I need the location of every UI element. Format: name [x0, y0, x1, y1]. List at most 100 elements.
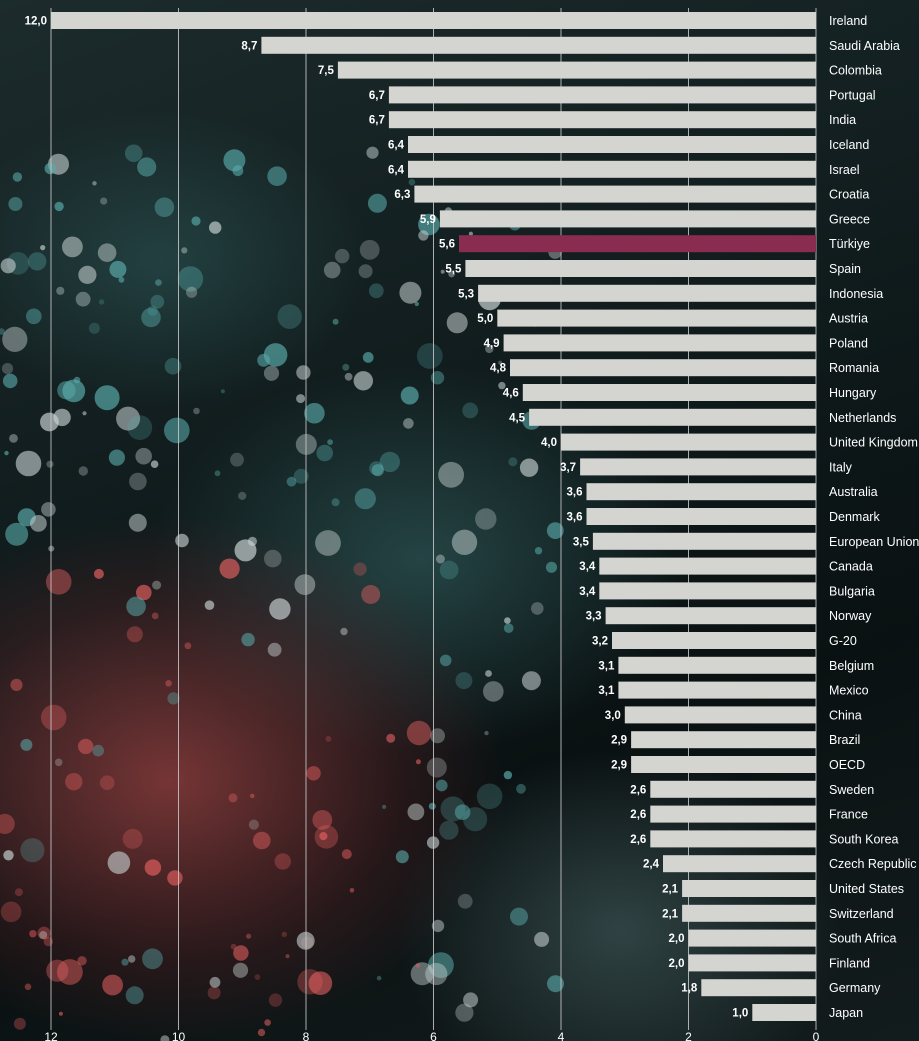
category-label: Croatia [829, 188, 869, 202]
value-label: 1,0 [732, 1008, 748, 1020]
category-label: South Korea [829, 832, 899, 846]
bokeh-dot [127, 415, 153, 440]
bokeh-dot [531, 602, 544, 615]
x-tick-label: 4 [558, 1030, 565, 1041]
bokeh-dot [534, 931, 550, 947]
bokeh-dot [0, 901, 22, 923]
value-label: 3,1 [598, 685, 615, 697]
bokeh-dot [108, 449, 125, 466]
bokeh-dot [304, 402, 325, 424]
bokeh-dot [88, 322, 100, 334]
bokeh-dot [546, 522, 564, 539]
bokeh-dot [371, 464, 384, 477]
value-label: 2,6 [630, 784, 646, 796]
bokeh-dot [12, 172, 23, 182]
bokeh-dot [209, 976, 221, 988]
bar [388, 111, 816, 129]
value-label: 5,0 [477, 313, 493, 325]
bokeh-dot [418, 213, 440, 236]
bar [650, 830, 817, 848]
bokeh-dot [476, 783, 503, 810]
bokeh-dot [126, 596, 146, 617]
bokeh-dot [503, 770, 513, 780]
category-label: United States [829, 882, 904, 896]
bokeh-dot [440, 796, 466, 822]
bokeh-dot [122, 828, 143, 849]
bar [439, 210, 816, 228]
bokeh-dot [2, 373, 18, 389]
category-label: Japan [829, 1006, 863, 1020]
bokeh-dot [296, 365, 311, 380]
bokeh-dot [386, 733, 396, 743]
bokeh-dot [109, 260, 127, 278]
bar [618, 681, 816, 699]
category-label: France [829, 808, 868, 822]
bokeh-dot [340, 627, 348, 636]
bar [408, 160, 816, 178]
bokeh-dot [267, 166, 287, 186]
bokeh-dot [435, 779, 448, 792]
category-label: Bulgaria [829, 584, 875, 598]
bokeh-dot [92, 181, 97, 186]
category-label: European Union [829, 535, 919, 549]
bokeh-dot [53, 408, 71, 427]
bokeh-dot [125, 986, 144, 1005]
bokeh-dot [448, 270, 455, 278]
bokeh-dot [485, 344, 494, 354]
bokeh-dot [20, 838, 45, 863]
bokeh-dot [503, 623, 514, 633]
bokeh-dot [0, 258, 16, 274]
bokeh-dot [545, 561, 558, 573]
value-label: 2,9 [611, 760, 627, 772]
bar [682, 904, 816, 922]
bar [522, 384, 817, 401]
value-label: 4,5 [509, 412, 526, 424]
bokeh-dot [20, 738, 33, 751]
category-labels: Ireland Saudi Arabia Colombia Portugal India… [829, 14, 919, 1020]
bokeh-dot [124, 144, 143, 163]
category-label: G-20 [829, 634, 857, 648]
bokeh-dot [233, 945, 249, 961]
bokeh-dot [177, 266, 204, 292]
bokeh-dot [463, 992, 479, 1008]
bokeh-dot [485, 670, 492, 677]
bokeh-dot [519, 458, 539, 477]
bokeh-dot [154, 197, 175, 218]
bar [624, 706, 817, 724]
bokeh-dot [342, 363, 350, 371]
x-tick-label: 6 [430, 1030, 437, 1041]
bokeh-dot [40, 704, 67, 731]
bar [688, 954, 816, 972]
bokeh-dot [151, 612, 159, 620]
bokeh-dot [15, 450, 42, 477]
bokeh-dot [232, 962, 249, 978]
bar [688, 929, 816, 947]
bar [580, 458, 816, 476]
bar [459, 235, 816, 253]
category-label: Greece [829, 212, 870, 226]
bokeh-dot [508, 457, 518, 467]
bokeh-dot [264, 549, 282, 568]
category-label: Saudi Arabia [829, 39, 900, 53]
value-label: 6,3 [394, 189, 410, 201]
bar [561, 433, 816, 451]
bar [337, 61, 816, 79]
value-label: 3,6 [567, 512, 583, 524]
bokeh-dot [285, 954, 290, 959]
bokeh-dot [366, 146, 379, 159]
bar [592, 532, 816, 550]
bokeh-dot [141, 307, 161, 328]
value-label: 3,0 [605, 710, 621, 722]
bokeh-dot [107, 851, 131, 874]
bokeh-dot [341, 849, 352, 860]
value-label: 2,9 [611, 735, 627, 747]
value-label: 5,6 [439, 239, 455, 251]
bokeh-dot [438, 461, 464, 488]
bokeh-dot [136, 584, 152, 601]
bokeh-dot [147, 305, 158, 316]
bokeh-dot [58, 1011, 63, 1016]
bokeh-dot [57, 381, 76, 400]
bar [465, 260, 816, 277]
x-tick-label: 8 [303, 1030, 310, 1041]
